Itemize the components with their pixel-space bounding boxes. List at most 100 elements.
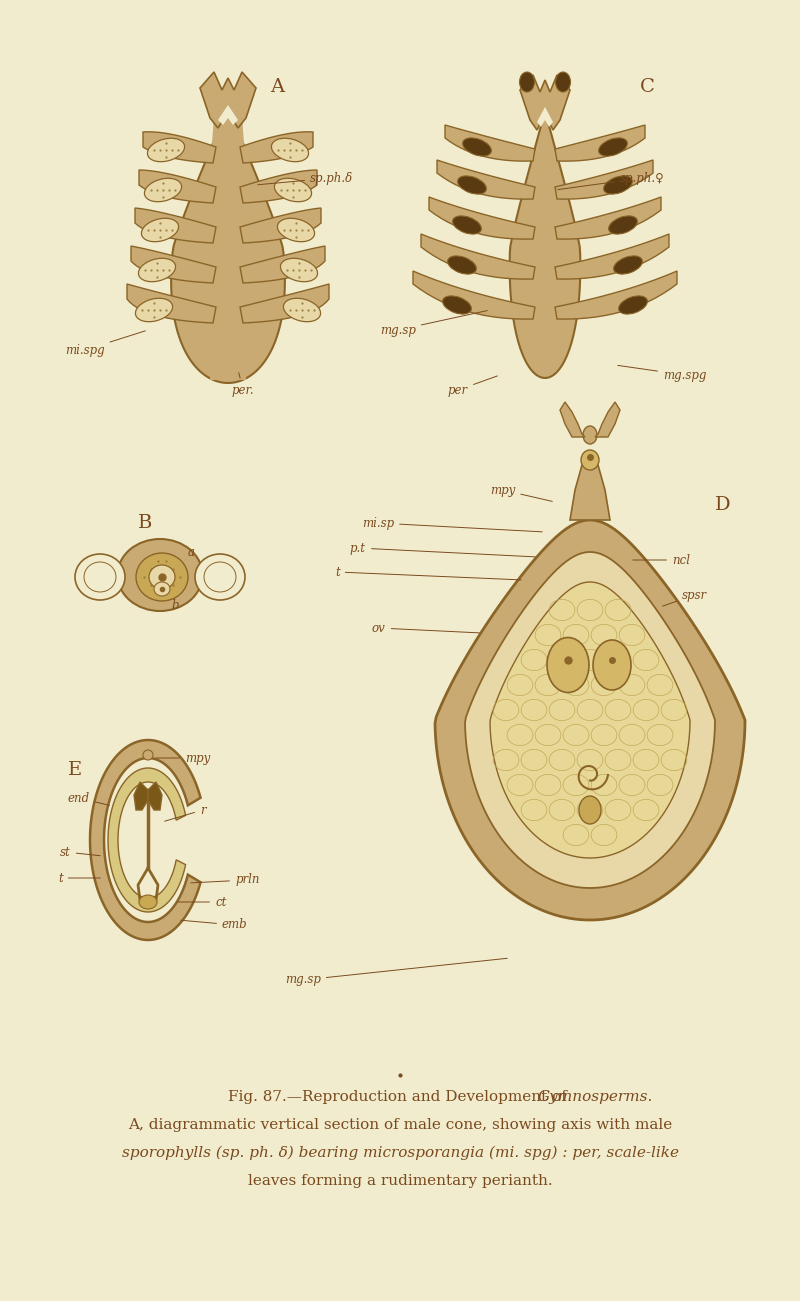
Polygon shape	[555, 271, 677, 319]
Ellipse shape	[519, 72, 534, 92]
Ellipse shape	[442, 295, 471, 314]
Polygon shape	[429, 196, 535, 239]
Polygon shape	[437, 160, 535, 199]
Polygon shape	[465, 552, 715, 889]
Polygon shape	[555, 234, 669, 280]
Ellipse shape	[143, 749, 153, 760]
Polygon shape	[240, 246, 325, 284]
Polygon shape	[520, 75, 570, 130]
Ellipse shape	[581, 450, 599, 470]
Text: sp.ph.♀: sp.ph.♀	[558, 172, 665, 190]
Ellipse shape	[609, 216, 638, 234]
Polygon shape	[240, 131, 313, 163]
Text: D: D	[715, 496, 730, 514]
Ellipse shape	[604, 176, 632, 194]
Text: end: end	[68, 791, 110, 805]
Text: mg.spg: mg.spg	[618, 366, 706, 381]
Polygon shape	[240, 284, 329, 323]
Text: spsr: spsr	[662, 588, 707, 606]
Text: sp.ph.δ: sp.ph.δ	[258, 172, 354, 185]
Ellipse shape	[139, 895, 157, 909]
Polygon shape	[135, 208, 216, 243]
Polygon shape	[560, 402, 585, 437]
Ellipse shape	[149, 565, 175, 589]
Ellipse shape	[598, 138, 627, 156]
Text: t: t	[335, 566, 522, 580]
Polygon shape	[537, 107, 553, 127]
Ellipse shape	[75, 554, 125, 600]
Polygon shape	[171, 113, 285, 382]
Ellipse shape	[136, 553, 188, 601]
Polygon shape	[127, 284, 216, 323]
Text: leaves forming a rudimentary perianth.: leaves forming a rudimentary perianth.	[248, 1174, 552, 1188]
Polygon shape	[490, 582, 690, 857]
Text: B: B	[138, 514, 152, 532]
Text: mpy: mpy	[156, 752, 210, 765]
Text: t: t	[58, 872, 100, 885]
Text: ncl: ncl	[633, 553, 690, 566]
Text: ct: ct	[178, 895, 226, 908]
Ellipse shape	[145, 178, 182, 202]
Ellipse shape	[458, 176, 486, 194]
Text: p.t: p.t	[350, 541, 535, 557]
Polygon shape	[131, 246, 216, 284]
Text: mi.spg: mi.spg	[65, 330, 146, 356]
Ellipse shape	[618, 295, 647, 314]
Text: st: st	[60, 846, 100, 859]
Ellipse shape	[135, 298, 173, 321]
Polygon shape	[108, 768, 186, 912]
Text: sporophylls (sp. ph. δ) bearing microsporangia (mi. spg) : per, scale-like: sporophylls (sp. ph. δ) bearing microspo…	[122, 1146, 678, 1160]
Ellipse shape	[195, 554, 245, 600]
Ellipse shape	[204, 562, 236, 592]
Polygon shape	[570, 464, 610, 520]
Text: A, diagrammatic vertical section of male cone, showing axis with male: A, diagrammatic vertical section of male…	[128, 1118, 672, 1132]
Polygon shape	[240, 170, 317, 203]
Polygon shape	[143, 131, 216, 163]
Ellipse shape	[614, 256, 642, 275]
Polygon shape	[510, 118, 580, 379]
Text: Gymnosperms.: Gymnosperms.	[538, 1090, 653, 1105]
Polygon shape	[555, 125, 645, 161]
Text: mpy: mpy	[490, 484, 552, 501]
Ellipse shape	[583, 425, 597, 444]
Polygon shape	[90, 740, 201, 941]
Ellipse shape	[147, 138, 185, 161]
Ellipse shape	[274, 178, 311, 202]
Polygon shape	[555, 196, 661, 239]
Polygon shape	[148, 782, 162, 811]
Polygon shape	[218, 105, 238, 125]
Ellipse shape	[555, 72, 570, 92]
Polygon shape	[200, 72, 256, 127]
Ellipse shape	[118, 539, 202, 611]
Text: ov: ov	[372, 622, 479, 635]
Ellipse shape	[579, 796, 601, 824]
Ellipse shape	[142, 219, 178, 242]
Ellipse shape	[84, 562, 116, 592]
Text: a: a	[188, 545, 195, 558]
Ellipse shape	[154, 582, 170, 596]
Ellipse shape	[547, 637, 589, 692]
Text: per.: per.	[232, 372, 254, 397]
Ellipse shape	[271, 138, 309, 161]
Polygon shape	[445, 125, 535, 161]
Polygon shape	[139, 170, 216, 203]
Polygon shape	[555, 160, 653, 199]
Text: prln: prln	[190, 873, 259, 886]
Ellipse shape	[138, 259, 175, 282]
Text: per: per	[448, 376, 498, 397]
Polygon shape	[210, 114, 246, 380]
Ellipse shape	[593, 640, 631, 690]
Polygon shape	[595, 402, 620, 437]
Polygon shape	[413, 271, 535, 319]
Ellipse shape	[453, 216, 482, 234]
Ellipse shape	[462, 138, 491, 156]
Polygon shape	[134, 782, 148, 811]
Text: emb: emb	[181, 919, 248, 932]
Polygon shape	[240, 208, 321, 243]
Text: A: A	[270, 78, 284, 96]
Text: Fig. 87.—Reproduction and Development of: Fig. 87.—Reproduction and Development of	[228, 1090, 572, 1105]
Ellipse shape	[281, 259, 318, 282]
Polygon shape	[435, 520, 745, 920]
Text: mg.sp: mg.sp	[285, 959, 507, 986]
Text: mi.sp: mi.sp	[362, 516, 542, 532]
